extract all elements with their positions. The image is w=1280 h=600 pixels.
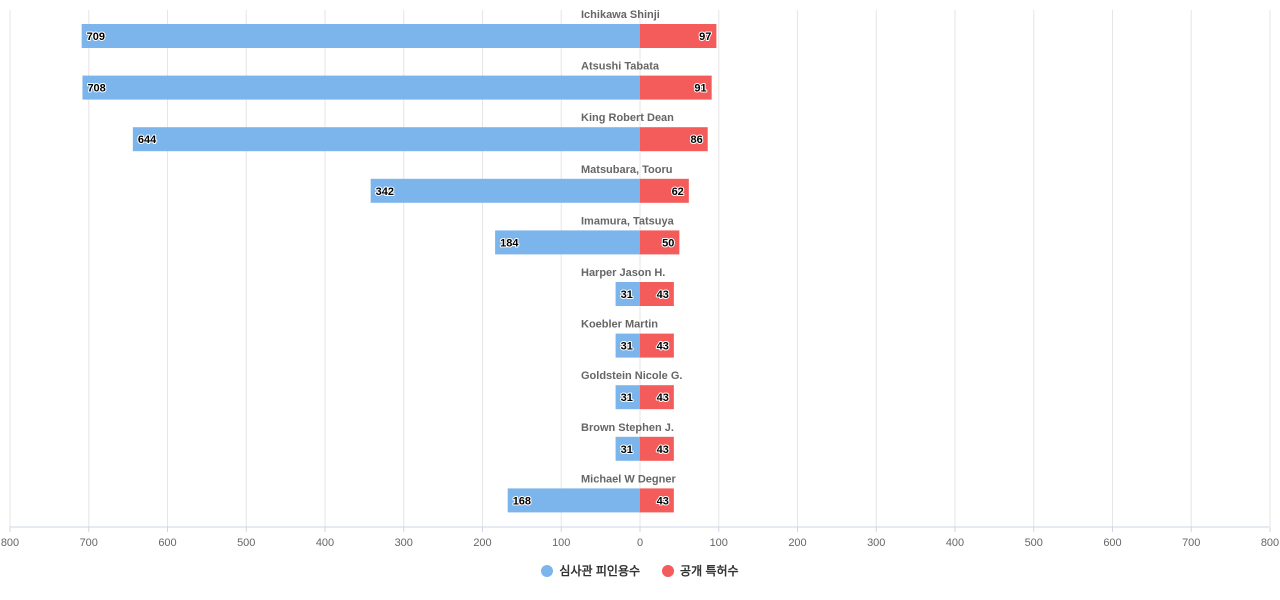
data-label-examiner-citations: 644 <box>138 134 157 146</box>
bar-examiner-citations[interactable] <box>495 230 640 255</box>
x-tick-label: 400 <box>316 537 334 549</box>
data-label-published-patents: 43 <box>657 289 669 301</box>
legend-item-examiner-citations[interactable]: 심사관 피인용수 <box>541 562 640 579</box>
x-tick-label: 500 <box>1025 537 1043 549</box>
x-tick-label: 500 <box>237 537 255 549</box>
data-label-published-patents: 43 <box>657 341 669 353</box>
x-tick-label: 400 <box>946 537 964 549</box>
bar-published-patents[interactable] <box>640 127 708 152</box>
legend-label-examiner-citations: 심사관 피인용수 <box>559 564 641 578</box>
data-label-published-patents: 50 <box>662 237 674 249</box>
x-tick-label: 700 <box>1182 537 1200 549</box>
legend-label-published-patents: 공개 특허수 <box>680 564 739 578</box>
bar-examiner-citations[interactable] <box>615 282 640 306</box>
x-tick-label: 300 <box>395 537 413 549</box>
legend-dot-published-patents <box>662 564 675 577</box>
bar-published-patents[interactable] <box>640 436 674 461</box>
data-label-published-patents: 91 <box>694 83 706 95</box>
bar-examiner-citations[interactable] <box>81 24 641 48</box>
bar-published-patents[interactable] <box>640 488 674 513</box>
bar-published-patents[interactable] <box>640 24 717 48</box>
data-label-examiner-citations: 709 <box>87 31 105 43</box>
data-label-examiner-citations: 168 <box>513 495 531 507</box>
category-label: Imamura, Tatsuya <box>581 215 675 227</box>
x-axis: 800 700 600 500 400 300 200 100 0 100 200 300 400 500… <box>1 526 1279 549</box>
bar-examiner-citations[interactable] <box>615 385 640 410</box>
x-tick-label: 800 <box>1261 537 1279 549</box>
x-tick-label: 200 <box>788 537 806 549</box>
category-label: King Robert Dean <box>581 112 674 124</box>
category-label: Koebler Martin <box>581 319 658 331</box>
labels: Ichikawa Shinji 709 97 Atsushi Tabata 708 91 K… <box>86 9 713 508</box>
category-label: Matsubara, Tooru <box>581 164 672 176</box>
bar-examiner-citations[interactable] <box>132 127 640 152</box>
x-tick-label: 300 <box>867 537 885 549</box>
category-label: Michael W Degner <box>581 473 676 485</box>
bars <box>81 24 717 513</box>
data-label-examiner-citations: 184 <box>500 237 519 249</box>
legend-item-published-patents[interactable]: 공개 특허수 <box>662 562 739 579</box>
data-label-examiner-citations: 31 <box>621 444 633 456</box>
category-label: Atsushi Tabata <box>581 61 660 73</box>
legend: 심사관 피인용수 공개 특허수 <box>0 562 1280 579</box>
bar-examiner-citations[interactable] <box>82 75 640 100</box>
category-label: Ichikawa Shinji <box>581 9 660 21</box>
data-label-examiner-citations: 708 <box>87 83 105 95</box>
data-label-published-patents: 43 <box>657 495 669 507</box>
bar-published-patents[interactable] <box>640 385 674 410</box>
data-label-published-patents: 86 <box>690 134 702 146</box>
data-label-examiner-citations: 342 <box>376 186 394 198</box>
data-label-examiner-citations: 31 <box>621 392 633 404</box>
x-tick-label: 0 <box>637 537 643 549</box>
data-label-examiner-citations: 31 <box>621 341 633 353</box>
x-tick-label: 200 <box>473 537 491 549</box>
x-tick-label: 100 <box>552 537 570 549</box>
bar-published-patents[interactable] <box>640 333 674 358</box>
data-label-examiner-citations: 31 <box>621 289 633 301</box>
x-tick-label: 800 <box>1 537 19 549</box>
bar-published-patents[interactable] <box>640 282 674 306</box>
category-label: Brown Stephen J. <box>581 422 674 434</box>
legend-dot-examiner-citations <box>541 564 554 577</box>
bar-published-patents[interactable] <box>640 178 689 203</box>
bar-examiner-citations[interactable] <box>370 178 640 203</box>
bar-examiner-citations[interactable] <box>507 488 640 513</box>
x-tick-label: 700 <box>80 537 98 549</box>
data-label-published-patents: 97 <box>699 31 711 43</box>
category-label: Harper Jason H. <box>581 267 665 279</box>
data-label-published-patents: 62 <box>672 186 684 198</box>
bar-published-patents[interactable] <box>640 75 712 100</box>
x-tick-label: 600 <box>158 537 176 549</box>
x-tick-label: 100 <box>710 537 728 549</box>
butterfly-bar-chart: Ichikawa Shinji 709 97 Atsushi Tabata 708 91 K… <box>1 9 1279 549</box>
data-label-published-patents: 43 <box>657 392 669 404</box>
bar-examiner-citations[interactable] <box>615 436 640 461</box>
bar-examiner-citations[interactable] <box>615 333 640 358</box>
x-tick-label: 600 <box>1103 537 1121 549</box>
category-label: Goldstein Nicole G. <box>581 370 682 382</box>
data-label-published-patents: 43 <box>657 444 669 456</box>
bar-published-patents[interactable] <box>640 230 680 255</box>
